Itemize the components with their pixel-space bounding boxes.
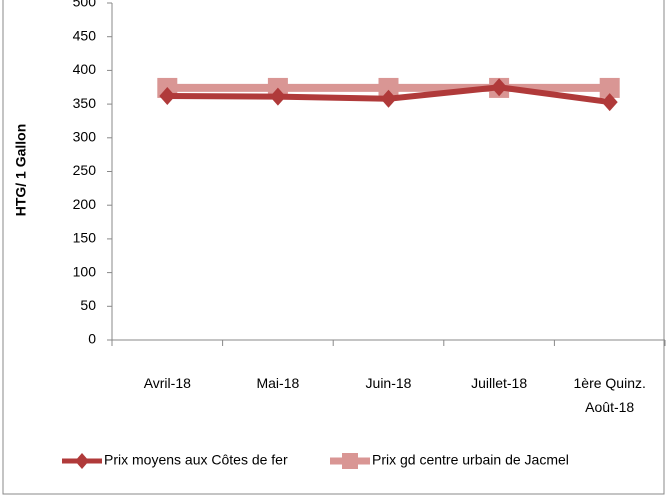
point — [380, 89, 397, 108]
y-tick-label: 500 — [73, 0, 97, 10]
y-tick-label: 400 — [73, 61, 97, 77]
point — [378, 77, 399, 98]
legend-marker — [342, 453, 358, 469]
y-tick-label: 200 — [73, 196, 97, 212]
y-tick-label: 100 — [73, 263, 97, 279]
point — [269, 87, 286, 106]
x-tick-label: 1ère Quinz. Août-18 — [573, 375, 646, 415]
y-tick-label: 0 — [88, 331, 96, 347]
y-tick-label: 50 — [80, 297, 96, 313]
point — [491, 78, 508, 97]
x-tick-label: Juillet-18 — [471, 375, 528, 391]
y-tick-label: 250 — [73, 162, 97, 178]
y-tick-label: 150 — [73, 230, 97, 246]
x-tick-label: Avril-18 — [143, 375, 191, 391]
y-axis-label: HTG/ 1 Gallon — [13, 124, 29, 217]
y-tick-label: 450 — [73, 27, 97, 43]
legend-label: Prix gd centre urbain de Jacmel — [372, 452, 569, 468]
x-tick-label: Juin-18 — [365, 375, 412, 391]
legend-marker — [75, 453, 89, 469]
point — [159, 87, 176, 106]
y-tick-label: 350 — [73, 95, 97, 111]
point — [599, 77, 620, 98]
legend-label: Prix moyens aux Côtes de fer — [104, 452, 288, 468]
x-tick-label: Mai-18 — [256, 375, 300, 391]
y-tick-label: 300 — [73, 129, 97, 145]
point — [601, 93, 618, 112]
